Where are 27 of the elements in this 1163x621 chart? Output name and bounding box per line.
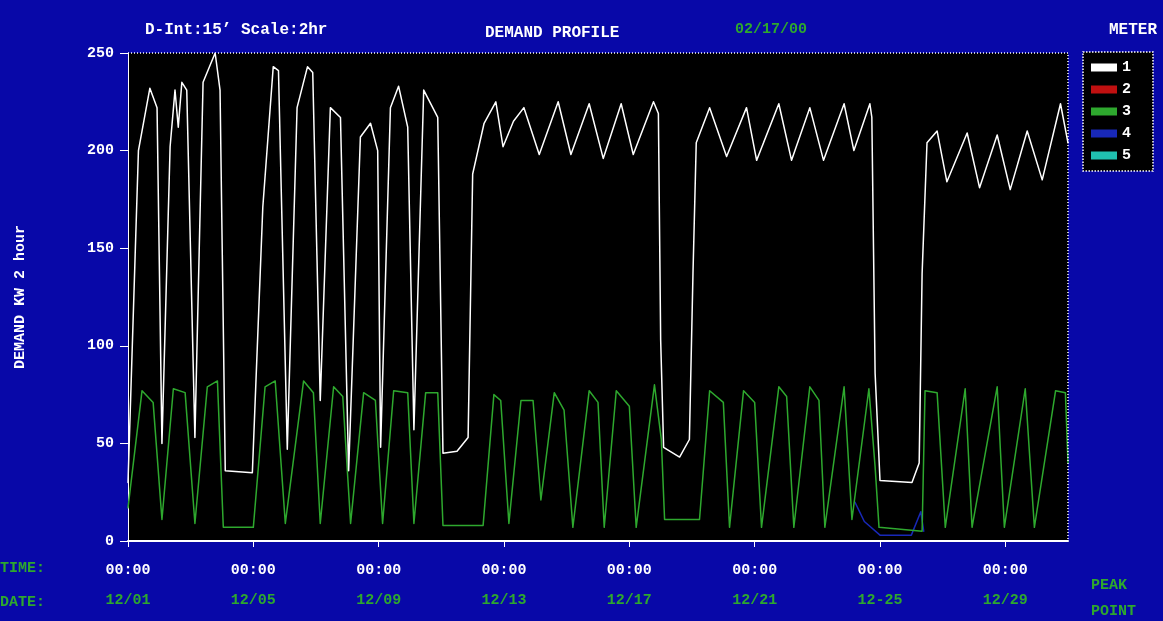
text: DATE: <box>0 594 46 611</box>
x-tick-label: 00:00 12/13 <box>481 561 527 609</box>
x-tick-label: 00:00 12/17 <box>606 561 652 609</box>
y-tick-label: 50 <box>95 434 114 452</box>
text: 02/17/00 <box>735 21 808 38</box>
x-tick-label: 00:00 12-25 <box>857 561 903 609</box>
x-tick-label: 00:00 12/29 <box>982 561 1028 609</box>
y-tick-label: 100 <box>86 337 114 355</box>
text: TIME: <box>0 560 46 577</box>
legend-label: 5 <box>1122 147 1132 164</box>
chart-subtitle: D-Int:15’ Scale:2hr <box>145 21 328 39</box>
x-tick-label: 00:00 12/05 <box>230 561 276 609</box>
legend-label: 3 <box>1122 103 1132 120</box>
y-axis-title: DEMAND KW 2 hour <box>12 224 29 370</box>
x-tick-label: 00:00 12/09 <box>356 561 402 609</box>
chart-title: DEMAND PROFILE <box>485 24 620 42</box>
y-tick-label: 250 <box>86 44 114 62</box>
x-tick-label: 00:00 12/21 <box>732 561 778 609</box>
y-tick-label: 0 <box>104 532 114 550</box>
x-tick-label: 00:00 12/01 <box>105 561 151 609</box>
legend-label: 1 <box>1122 59 1132 76</box>
legend-label: 2 <box>1122 81 1132 98</box>
legend-title: METER <box>1108 21 1158 39</box>
text: PEAK POINT <box>1091 576 1137 620</box>
y-tick-label: 200 <box>86 142 114 160</box>
y-tick-label: 150 <box>86 239 114 257</box>
legend-label: 4 <box>1122 125 1132 142</box>
